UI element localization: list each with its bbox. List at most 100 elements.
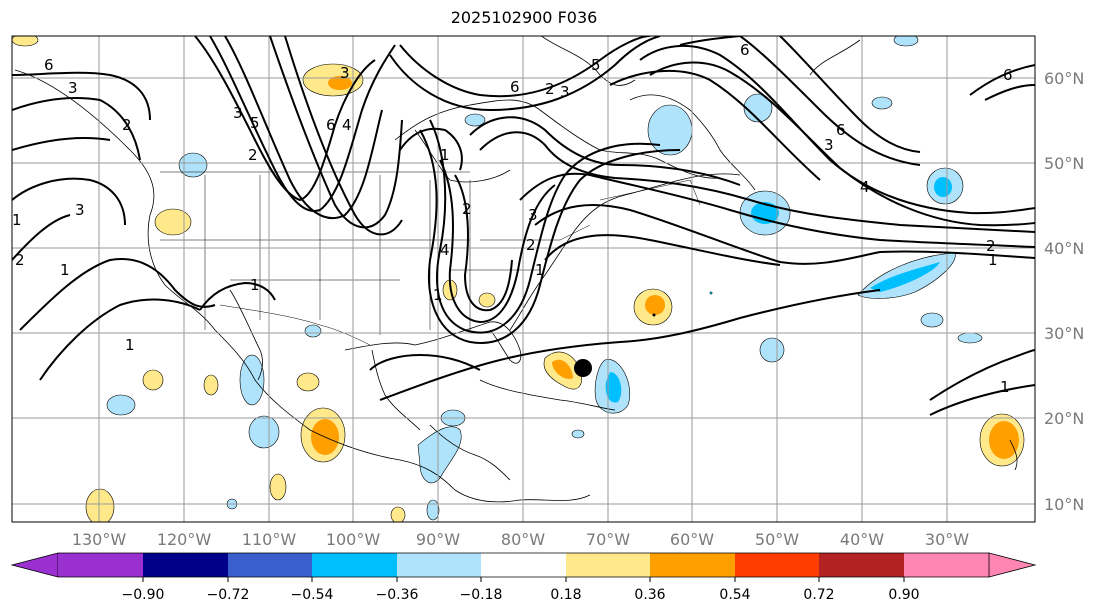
positive-anomaly-area	[296, 372, 320, 392]
positive-anomaly-core	[552, 359, 573, 379]
colorbar-segment	[143, 553, 228, 577]
colorbar-tick-label: −0.72	[207, 587, 250, 603]
contour-line	[544, 234, 781, 266]
positive-anomaly-core	[645, 295, 665, 315]
negative-anomaly-area	[759, 337, 785, 363]
contour-line	[39, 298, 201, 381]
negative-anomaly-core	[870, 262, 940, 292]
latitude-label: 30°N	[1044, 324, 1084, 343]
negative-anomaly-area	[426, 499, 440, 521]
negative-anomaly-area	[571, 429, 585, 439]
negative-anomaly-area	[464, 113, 486, 127]
baja-coastline	[229, 289, 264, 381]
contour-line	[209, 36, 396, 212]
contour-label: 5	[250, 114, 260, 132]
contour-label: 3	[824, 136, 834, 154]
latitude-label: 40°N	[1044, 239, 1084, 258]
contour-label: 1	[1000, 378, 1010, 396]
colorbar-segment	[312, 553, 397, 577]
negative-anomaly-area	[871, 96, 893, 110]
contour-label: 3	[528, 206, 538, 224]
colorbar-tick-label: −0.54	[291, 587, 334, 603]
longitude-labels: 130°W 120°W 110°W 100°W 90°W 80°W 70°W 6…	[72, 530, 969, 549]
contour-label: 2	[545, 80, 555, 98]
contour-label: 6	[326, 116, 336, 134]
contour-line	[969, 64, 1035, 96]
negative-anomaly-area	[743, 93, 773, 123]
contour-label: 1	[60, 261, 70, 279]
contour-line	[19, 258, 216, 331]
colorbar-tick-label: 0.18	[550, 587, 581, 603]
us-mexico-border	[219, 304, 371, 346]
positive-anomaly-core	[328, 76, 352, 90]
negative-anomaly-area	[106, 394, 136, 416]
contour-line	[439, 159, 556, 324]
negative-anomaly-area	[957, 332, 983, 344]
contour-line	[224, 36, 383, 220]
pacific-coastline	[14, 69, 591, 503]
colorbar-segment	[228, 553, 312, 577]
mexico-gulf-coast	[371, 349, 421, 431]
negative-anomaly-core	[934, 177, 952, 197]
contour-label: 2	[122, 116, 132, 134]
contour-line	[12, 71, 151, 121]
contour-label: 6	[836, 121, 846, 139]
positive-anomaly-area	[142, 369, 164, 391]
contour-label: 2	[462, 200, 472, 218]
contour-label: 3	[75, 201, 85, 219]
positive-anomaly-area	[85, 488, 115, 522]
contour-label: 4	[440, 241, 450, 259]
contour-line	[609, 70, 821, 181]
contour-line	[199, 281, 276, 311]
contour-label: 2	[15, 251, 25, 269]
colorbar-tick-label: −0.18	[460, 587, 503, 603]
arctic-coast	[540, 36, 636, 86]
longitude-label: 60°W	[670, 530, 714, 549]
contour-line	[12, 214, 71, 261]
contour-label: 4	[860, 178, 870, 196]
longitude-label: 40°W	[840, 530, 884, 549]
contour-label: 1	[440, 146, 450, 164]
latitude-label: 50°N	[1044, 154, 1084, 173]
colorbar-segment	[58, 553, 143, 577]
atlantic-coastline	[509, 173, 741, 331]
colorbar-tick-label: −0.36	[376, 587, 419, 603]
negative-anomaly-area	[239, 354, 265, 406]
small-dot	[709, 291, 713, 295]
contour-label: 1	[988, 251, 998, 269]
central-america-coast	[429, 424, 511, 481]
positive-anomaly-area	[269, 473, 287, 501]
labrador-coast	[629, 94, 756, 191]
colorbar-tick-label: 0.90	[888, 587, 919, 603]
positive-anomaly-area	[203, 374, 219, 396]
african-islands	[1009, 439, 1018, 471]
colorbar-segment	[481, 553, 566, 577]
positive-anomaly-area	[154, 208, 192, 236]
negative-anomaly-core	[605, 372, 622, 403]
longitude-label: 100°W	[326, 530, 381, 549]
colorbar-segment	[819, 553, 904, 577]
contour-label: 1	[535, 261, 545, 279]
contour-line	[519, 172, 1035, 248]
contour-label: 3	[68, 79, 78, 97]
contour-label: 5	[591, 56, 601, 74]
contour-line	[194, 36, 376, 202]
contour-line	[284, 36, 403, 236]
contour-line	[469, 116, 741, 186]
contour-line	[679, 36, 741, 46]
contour-line	[12, 177, 126, 226]
contour-line	[534, 204, 1035, 265]
contour-line	[454, 174, 513, 312]
latitude-labels: 60°N 50°N 40°N 30°N 20°N 10°N	[1044, 69, 1084, 514]
contour-line	[12, 97, 141, 161]
latitude-label: 60°N	[1044, 69, 1084, 88]
contour-label: 1	[12, 211, 22, 229]
contour-line	[984, 84, 1035, 101]
colorbar-extend-high	[988, 552, 1037, 578]
colorbar-segment	[566, 553, 650, 577]
positive-anomaly-area	[12, 36, 39, 47]
state-border	[480, 224, 591, 241]
contour-label: 1	[433, 286, 443, 304]
latitude-label: 10°N	[1044, 495, 1084, 514]
contour-line	[369, 353, 481, 371]
